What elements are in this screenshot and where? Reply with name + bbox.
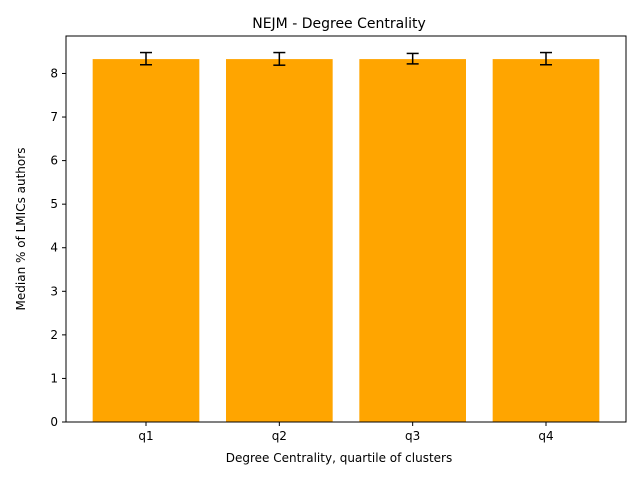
x-tick-label-q2: q2	[272, 429, 287, 443]
chart-title: NEJM - Degree Centrality	[252, 16, 426, 32]
y-tick-label-2: 2	[50, 328, 58, 342]
y-tick-label-8: 8	[50, 66, 58, 80]
plot-frame	[65, 35, 627, 423]
y-tick-label-5: 5	[50, 197, 58, 211]
x-tick-label-q1: q1	[138, 429, 153, 443]
y-tick-label-3: 3	[50, 284, 58, 298]
y-tick-label-6: 6	[50, 154, 58, 168]
bar-q4	[492, 59, 600, 422]
y-tick-label-0: 0	[50, 415, 58, 429]
y-tick-label-7: 7	[50, 110, 58, 124]
x-tick-label-q3: q3	[405, 429, 420, 443]
y-tick-label-1: 1	[50, 371, 58, 385]
y-axis-label: Median % of LMICs authors	[14, 148, 28, 311]
bar-q1	[92, 59, 200, 422]
bar-q3	[359, 59, 466, 422]
x-tick-label-q4: q4	[538, 429, 553, 443]
y-tick-label-4: 4	[50, 241, 58, 255]
plot-area: q1 q2 q3 q4 0 1 2 3 4 5 6 7 8	[50, 51, 600, 443]
x-axis-label: Degree Centrality, quartile of clusters	[226, 451, 452, 465]
bar-q2	[226, 59, 333, 422]
